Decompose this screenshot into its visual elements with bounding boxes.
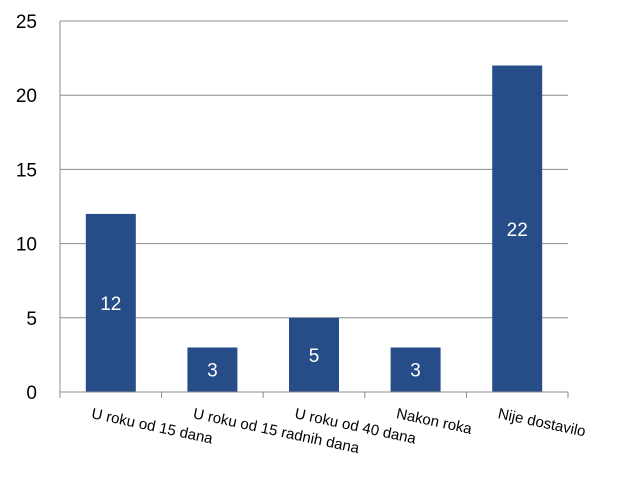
bar-3 (289, 317, 339, 392)
y-tick-label-20: 20 (16, 86, 37, 107)
bar-5 (492, 65, 543, 393)
data-label-5: 22 (507, 220, 528, 241)
bars (85, 65, 543, 393)
y-tick-label-15: 15 (16, 160, 37, 181)
bar-4 (390, 347, 441, 392)
bar-2 (187, 347, 238, 392)
y-tick-label-0: 0 (26, 383, 37, 404)
y-tick-label-10: 10 (16, 235, 37, 256)
data-label-2: 3 (207, 361, 218, 382)
gridlines (60, 20, 568, 319)
y-tick-label-5: 5 (26, 309, 37, 330)
x-category-label-5: Nije dostavilo (496, 405, 587, 440)
bar-1 (85, 213, 136, 392)
data-label-3: 5 (309, 346, 320, 367)
data-labels: 12 3 5 3 22 (100, 220, 528, 382)
data-label-1: 12 (100, 294, 121, 315)
y-tick-labels: 0 5 10 15 20 25 (16, 12, 37, 404)
y-tick-label-25: 25 (16, 12, 37, 33)
data-label-4: 3 (410, 361, 421, 382)
axes (59, 21, 569, 398)
